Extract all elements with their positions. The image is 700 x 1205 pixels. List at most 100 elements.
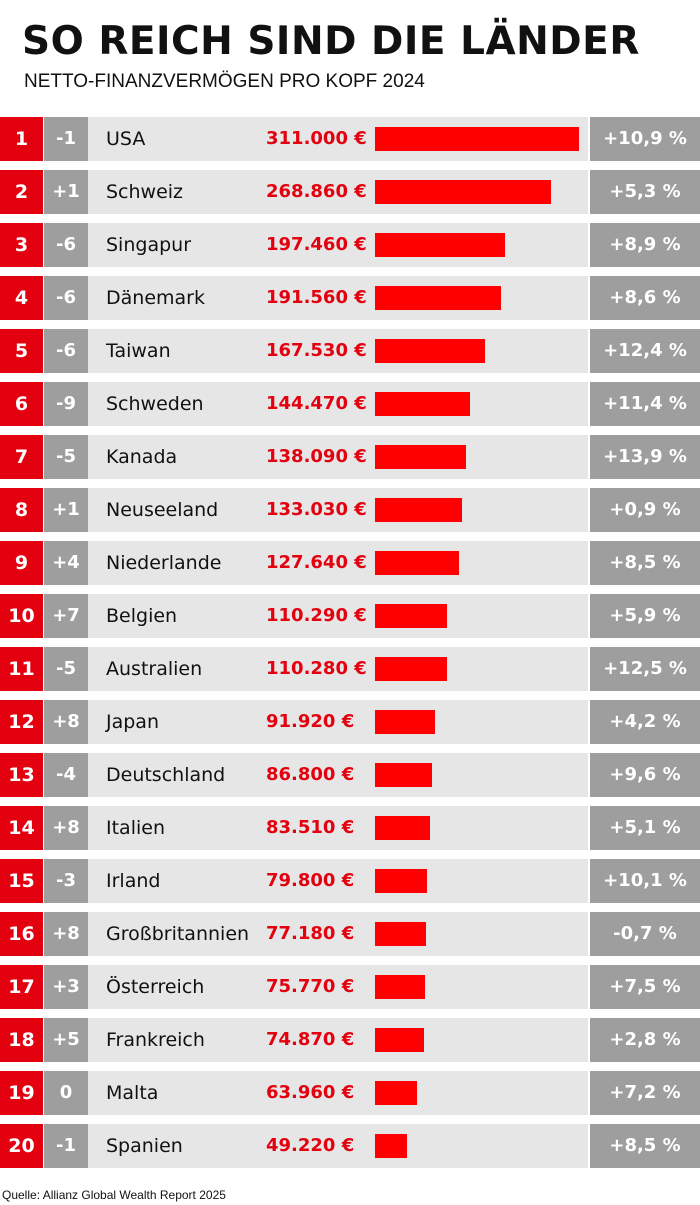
rank-change-label: -9 — [44, 382, 88, 426]
growth-label: +12,5 % — [590, 647, 700, 691]
growth-label: +4,2 % — [590, 700, 700, 744]
rank-label: 14 — [0, 806, 43, 850]
growth-label: +10,1 % — [590, 859, 700, 903]
value-label: 74.870 € — [266, 1029, 355, 1050]
table-row: 4 -6 Dänemark 191.560 € +8,6 % — [0, 276, 700, 320]
country-label: Malta — [106, 1082, 159, 1104]
rank-label: 13 — [0, 753, 43, 797]
row-background — [88, 965, 588, 1009]
country-label: Irland — [106, 870, 161, 892]
row-background — [88, 1071, 588, 1115]
row-background — [88, 1124, 588, 1168]
growth-label: +7,2 % — [590, 1071, 700, 1115]
row-background — [88, 329, 588, 373]
rank-label: 4 — [0, 276, 43, 320]
rank-label: 9 — [0, 541, 43, 585]
bar — [375, 922, 426, 946]
rank-change-label: +8 — [44, 912, 88, 956]
bar — [375, 392, 470, 416]
value-label: 83.510 € — [266, 817, 355, 838]
growth-label: +9,6 % — [590, 753, 700, 797]
rank-change-label: -6 — [44, 276, 88, 320]
bar — [375, 286, 501, 310]
table-row: 10 +7 Belgien 110.290 € +5,9 % — [0, 594, 700, 638]
row-background — [88, 859, 588, 903]
country-label: Österreich — [106, 976, 205, 998]
country-label: Dänemark — [106, 287, 205, 309]
bar — [375, 551, 459, 575]
table-row: 13 -4 Deutschland 86.800 € +9,6 % — [0, 753, 700, 797]
value-label: 311.000 € — [266, 128, 367, 149]
rank-change-label: +3 — [44, 965, 88, 1009]
row-background — [88, 541, 588, 585]
table-row: 1 -1 USA 311.000 € +10,9 % — [0, 117, 700, 161]
chart-subtitle: NETTO-FINANZVERMÖGEN PRO KOPF 2024 — [24, 71, 425, 92]
rank-label: 15 — [0, 859, 43, 903]
bar — [375, 180, 551, 204]
value-label: 63.960 € — [266, 1082, 355, 1103]
growth-label: +2,8 % — [590, 1018, 700, 1062]
growth-label: +5,3 % — [590, 170, 700, 214]
table-row: 20 -1 Spanien 49.220 € +8,5 % — [0, 1124, 700, 1168]
table-row: 15 -3 Irland 79.800 € +10,1 % — [0, 859, 700, 903]
bar — [375, 127, 579, 151]
value-label: 127.640 € — [266, 552, 367, 573]
growth-label: +8,6 % — [590, 276, 700, 320]
row-background — [88, 647, 588, 691]
table-row: 16 +8 Großbritannien 77.180 € -0,7 % — [0, 912, 700, 956]
bar — [375, 1134, 407, 1158]
table-row: 2 +1 Schweiz 268.860 € +5,3 % — [0, 170, 700, 214]
growth-label: +7,5 % — [590, 965, 700, 1009]
rank-change-label: -1 — [44, 117, 88, 161]
country-label: Taiwan — [106, 340, 171, 362]
country-label: Japan — [106, 711, 159, 733]
rank-label: 18 — [0, 1018, 43, 1062]
bar — [375, 763, 432, 787]
value-label: 138.090 € — [266, 446, 367, 467]
value-label: 167.530 € — [266, 340, 367, 361]
growth-label: +8,9 % — [590, 223, 700, 267]
value-label: 110.280 € — [266, 658, 367, 679]
rank-label: 2 — [0, 170, 43, 214]
rank-label: 3 — [0, 223, 43, 267]
growth-label: +8,5 % — [590, 1124, 700, 1168]
table-row: 7 -5 Kanada 138.090 € +13,9 % — [0, 435, 700, 479]
rank-label: 6 — [0, 382, 43, 426]
rank-change-label: -3 — [44, 859, 88, 903]
bar — [375, 498, 462, 522]
rank-label: 7 — [0, 435, 43, 479]
bar — [375, 975, 425, 999]
growth-label: +5,9 % — [590, 594, 700, 638]
row-background — [88, 276, 588, 320]
table-row: 12 +8 Japan 91.920 € +4,2 % — [0, 700, 700, 744]
rank-label: 20 — [0, 1124, 43, 1168]
rank-label: 5 — [0, 329, 43, 373]
value-label: 191.560 € — [266, 287, 367, 308]
growth-label: +0,9 % — [590, 488, 700, 532]
rank-label: 16 — [0, 912, 43, 956]
country-label: USA — [106, 128, 146, 150]
rank-label: 19 — [0, 1071, 43, 1115]
value-label: 197.460 € — [266, 234, 367, 255]
rank-change-label: -5 — [44, 647, 88, 691]
rank-change-label: +1 — [44, 488, 88, 532]
rank-change-label: -5 — [44, 435, 88, 479]
country-label: Deutschland — [106, 764, 226, 786]
bar — [375, 233, 505, 257]
table-row: 17 +3 Österreich 75.770 € +7,5 % — [0, 965, 700, 1009]
bar — [375, 710, 435, 734]
rank-change-label: +7 — [44, 594, 88, 638]
country-label: Singapur — [106, 234, 191, 256]
table-row: 19 0 Malta 63.960 € +7,2 % — [0, 1071, 700, 1115]
rank-label: 8 — [0, 488, 43, 532]
growth-label: +10,9 % — [590, 117, 700, 161]
country-label: Großbritannien — [106, 923, 250, 945]
rank-change-label: +4 — [44, 541, 88, 585]
ranking-table: 1 -1 USA 311.000 € +10,9 % 2 +1 Schweiz 268.860 … — [0, 117, 700, 1177]
row-background — [88, 382, 588, 426]
rank-change-label: +1 — [44, 170, 88, 214]
table-row: 18 +5 Frankreich 74.870 € +2,8 % — [0, 1018, 700, 1062]
rank-change-label: -6 — [44, 329, 88, 373]
bar — [375, 1081, 417, 1105]
country-label: Italien — [106, 817, 165, 839]
